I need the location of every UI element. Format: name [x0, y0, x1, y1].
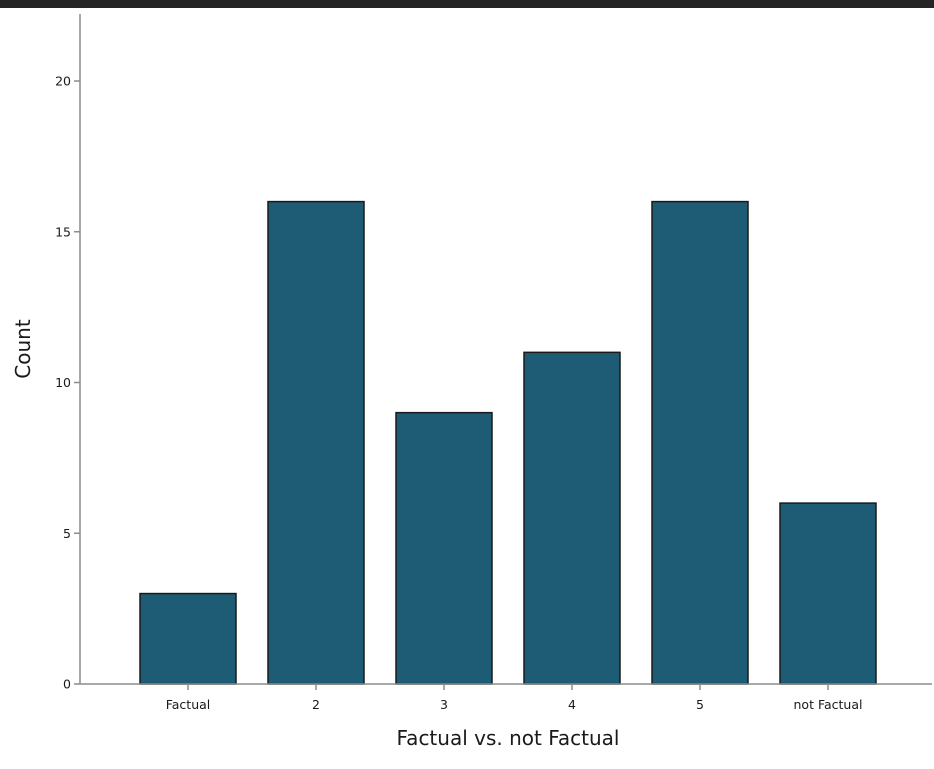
y-tick-label: 10	[55, 375, 71, 390]
y-axis-title: Count	[11, 319, 35, 379]
x-tick-label: 4	[568, 697, 576, 712]
x-axis-title: Factual vs. not Factual	[397, 726, 620, 750]
x-tick-label: not Factual	[794, 697, 863, 712]
bar-not-factual	[779, 502, 877, 685]
x-tick-label: 3	[440, 697, 448, 712]
y-ticks-group: 0 5 10 15 20	[55, 74, 80, 692]
y-tick-label: 20	[55, 74, 71, 89]
y-tick-label: 0	[63, 677, 71, 692]
x-tick-label: Factual	[166, 697, 211, 712]
bar-3	[395, 411, 493, 685]
bars-group	[139, 200, 877, 685]
x-tick-label: 2	[312, 697, 320, 712]
y-tick-label: 15	[55, 224, 71, 239]
y-tick-label: 5	[63, 526, 71, 541]
bar-4	[523, 351, 621, 685]
bar-factual	[139, 592, 237, 685]
x-ticks-group: Factual 2 3 4 5 not Factual	[166, 684, 863, 712]
x-tick-label: 5	[696, 697, 704, 712]
window-top-bar	[0, 0, 934, 8]
bar-2	[267, 200, 365, 685]
bar-5	[651, 200, 749, 685]
